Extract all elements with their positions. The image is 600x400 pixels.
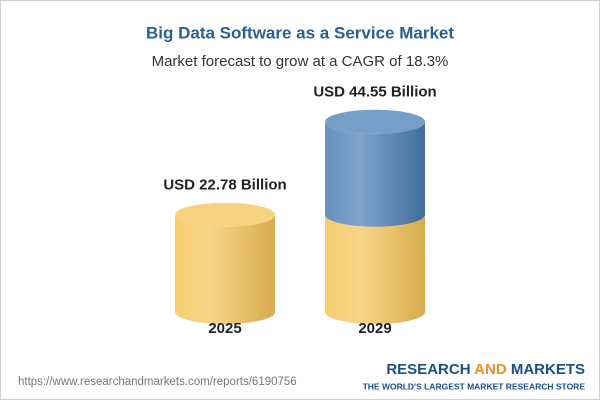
logo: RESEARCH AND MARKETS	[386, 361, 585, 378]
chart-subtitle: Market forecast to grow at a CAGR of 18.…	[152, 53, 449, 70]
logo-word: AND	[474, 361, 507, 378]
cylinder	[175, 214, 275, 324]
logo-word: RESEARCH	[386, 361, 470, 378]
logo-word: MARKETS	[511, 361, 585, 378]
cylinder-top	[325, 109, 425, 134]
value-label: USD 44.55 Billion	[313, 84, 436, 101]
source-url: https://www.researchandmarkets.com/repor…	[18, 376, 297, 388]
chart-title: Big Data Software as a Service Market	[146, 23, 454, 42]
x-tick-label: 2029	[358, 320, 391, 337]
x-tick-label: 2025	[208, 320, 241, 337]
cylinder-base	[325, 214, 425, 324]
logo-tagline: THE WORLD'S LARGEST MARKET RESEARCH STOR…	[363, 381, 586, 391]
value-label: USD 22.78 Billion	[163, 177, 286, 194]
cylinder	[325, 121, 425, 227]
cylinder-top	[175, 202, 275, 227]
